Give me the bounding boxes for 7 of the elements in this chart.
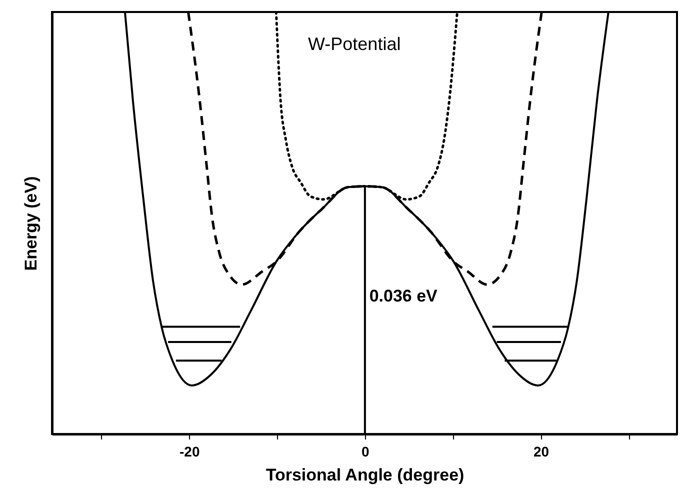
annotation: 0.036 eV <box>369 286 438 306</box>
x-axis-title: Torsional Angle (degree) <box>266 466 464 484</box>
annotation: W-Potential <box>308 34 401 54</box>
x-tick-label: 20 <box>533 444 550 460</box>
y-axis-title: Energy (eV) <box>22 176 40 271</box>
x-tick-label: -20 <box>180 444 200 460</box>
x-tick-label: 0 <box>362 444 370 460</box>
